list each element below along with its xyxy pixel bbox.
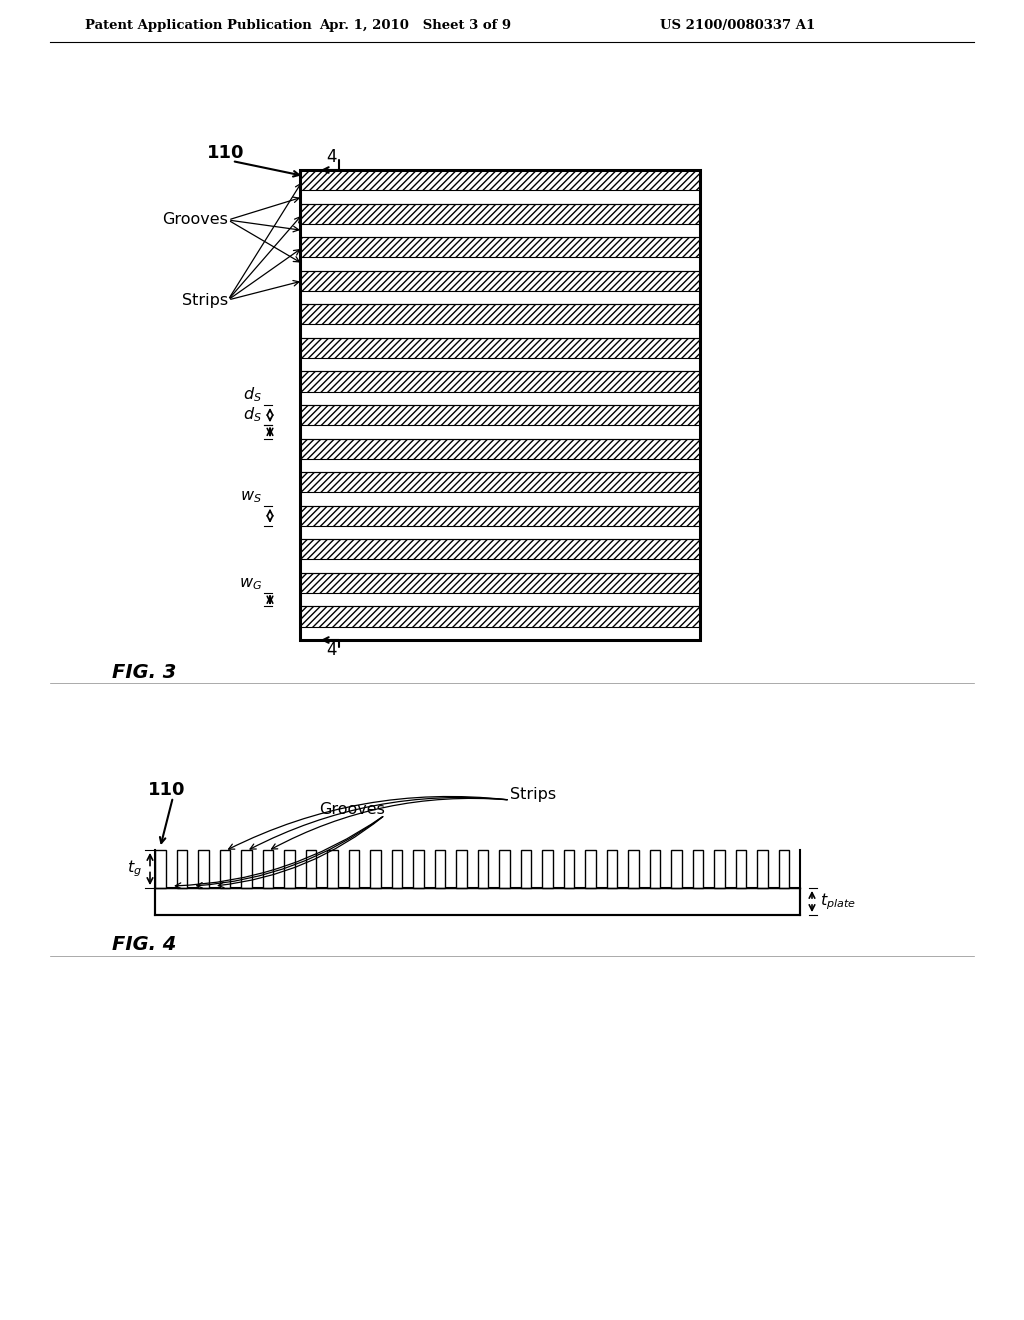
Bar xyxy=(305,850,316,888)
Text: US 2100/0080337 A1: US 2100/0080337 A1 xyxy=(660,18,815,32)
Bar xyxy=(606,850,617,888)
Text: $t_{plate}$: $t_{plate}$ xyxy=(820,891,856,912)
Text: Strips: Strips xyxy=(510,788,556,803)
Bar xyxy=(198,850,209,888)
Bar xyxy=(714,850,725,888)
Bar xyxy=(456,850,467,888)
Bar xyxy=(649,850,660,888)
Text: Grooves: Grooves xyxy=(162,213,228,227)
Bar xyxy=(477,850,488,888)
Bar xyxy=(300,170,700,190)
Bar xyxy=(692,850,703,888)
Text: Patent Application Publication: Patent Application Publication xyxy=(85,18,311,32)
Bar xyxy=(735,850,746,888)
Text: $d_S$: $d_S$ xyxy=(243,385,262,404)
Bar xyxy=(300,203,700,223)
Bar xyxy=(757,850,768,888)
Bar xyxy=(300,473,700,492)
Bar xyxy=(413,850,424,888)
Text: Strips: Strips xyxy=(182,293,228,308)
Bar xyxy=(671,850,682,888)
Text: 4: 4 xyxy=(327,148,337,166)
Bar xyxy=(520,850,531,888)
Text: FIG. 3: FIG. 3 xyxy=(112,663,176,681)
Bar xyxy=(241,850,252,888)
Bar xyxy=(284,850,295,888)
Bar xyxy=(300,170,700,640)
Bar xyxy=(370,850,381,888)
Bar xyxy=(262,850,273,888)
Text: Apr. 1, 2010   Sheet 3 of 9: Apr. 1, 2010 Sheet 3 of 9 xyxy=(318,18,511,32)
Text: Grooves: Grooves xyxy=(319,803,385,817)
Bar xyxy=(300,573,700,593)
Bar xyxy=(585,850,596,888)
Text: $t_g$: $t_g$ xyxy=(127,859,142,879)
Text: 110: 110 xyxy=(207,144,245,162)
Bar xyxy=(155,850,166,888)
Bar xyxy=(628,850,639,888)
Bar xyxy=(176,850,187,888)
Text: FIG. 4: FIG. 4 xyxy=(112,936,176,954)
Bar xyxy=(778,850,790,888)
Bar xyxy=(434,850,445,888)
Bar xyxy=(300,271,700,290)
Bar xyxy=(499,850,510,888)
Bar xyxy=(300,606,700,627)
Bar xyxy=(300,238,700,257)
Bar xyxy=(542,850,553,888)
Bar xyxy=(219,850,230,888)
Bar xyxy=(300,305,700,325)
Bar xyxy=(155,888,800,915)
Bar xyxy=(563,850,574,888)
Bar xyxy=(300,371,700,392)
Bar xyxy=(300,506,700,525)
Text: $w_G$: $w_G$ xyxy=(239,577,262,591)
Bar xyxy=(300,540,700,560)
Text: 4: 4 xyxy=(327,642,337,659)
Bar xyxy=(300,338,700,358)
Bar xyxy=(300,405,700,425)
Bar xyxy=(391,850,402,888)
Text: $w_S$: $w_S$ xyxy=(241,488,262,504)
Bar xyxy=(300,170,700,640)
Bar xyxy=(300,438,700,459)
Text: $d_S$: $d_S$ xyxy=(243,405,262,424)
Text: 110: 110 xyxy=(148,781,185,799)
Bar xyxy=(348,850,359,888)
Bar xyxy=(327,850,338,888)
